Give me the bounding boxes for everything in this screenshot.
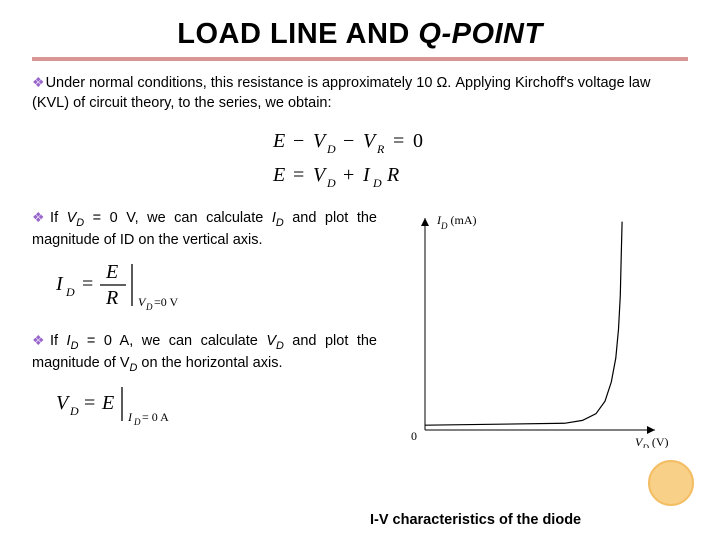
svg-text:=: = [393, 130, 404, 152]
svg-text:+: + [343, 164, 354, 186]
svg-text:= 0 A: = 0 A [142, 410, 169, 424]
title-italic: Q-POINT [418, 18, 542, 50]
svg-text:E: E [101, 392, 114, 414]
svg-text:R: R [386, 164, 399, 186]
svg-text:R: R [376, 142, 385, 156]
svg-text:E: E [105, 261, 118, 283]
svg-text:D: D [69, 404, 79, 418]
svg-text:=: = [293, 164, 304, 186]
chart-caption: I-V characteristics of the diode [370, 512, 581, 528]
svg-text:−: − [343, 130, 354, 152]
paragraph-2: ❖If VD = 0 V, we can calculate ID and pl… [32, 208, 377, 250]
svg-text:V: V [56, 392, 71, 414]
svg-text:I: I [362, 164, 371, 186]
svg-text:D: D [65, 285, 75, 299]
svg-text:D: D [326, 176, 336, 190]
svg-text:E: E [272, 164, 285, 186]
svg-text:D: D [372, 176, 382, 190]
paragraph-1: ❖Under normal conditions, this resistanc… [32, 73, 688, 113]
iv-curve-chart: 0 ID (mA) VD (V) [387, 208, 687, 448]
svg-text:I: I [127, 410, 133, 424]
svg-text:I: I [55, 273, 64, 295]
svg-text:V: V [313, 130, 328, 152]
diamond-bullet-icon: ❖ [32, 74, 45, 90]
diamond-bullet-icon: ❖ [32, 332, 49, 348]
equation-vd: V D = E I D = 0 A [54, 383, 377, 432]
svg-text:=: = [82, 273, 93, 295]
svg-text:−: − [293, 130, 304, 152]
paragraph-3: ❖If ID = 0 A, we can calculate VD and pl… [32, 331, 377, 375]
diamond-bullet-icon: ❖ [32, 209, 49, 225]
svg-text:E: E [272, 130, 285, 152]
svg-text:ID (mA): ID (mA) [436, 213, 477, 231]
svg-text:V: V [363, 130, 378, 152]
decorative-circle [648, 460, 694, 506]
title-rule [32, 57, 688, 61]
svg-text:D: D [145, 302, 153, 312]
svg-text:D: D [133, 417, 141, 427]
svg-text:0: 0 [411, 429, 417, 443]
equation-id: I D = E R V D =0 V [54, 258, 377, 317]
svg-text:VD (V): VD (V) [635, 435, 669, 448]
svg-text:=: = [84, 392, 95, 414]
slide-title: LOAD LINE AND Q-POINT [32, 18, 688, 51]
svg-text:=0 V: =0 V [154, 295, 179, 309]
equations-kvl: E − V D − V R = 0 E = V D + I D R [245, 123, 475, 193]
para1-text: Under normal conditions, this resistance… [32, 75, 650, 111]
svg-text:R: R [105, 287, 118, 309]
svg-text:V: V [313, 164, 328, 186]
svg-text:0: 0 [413, 130, 423, 152]
equation-block-1: E − V D − V R = 0 E = V D + I D R [32, 123, 688, 198]
svg-text:D: D [326, 142, 336, 156]
title-plain: LOAD LINE AND [177, 18, 418, 50]
